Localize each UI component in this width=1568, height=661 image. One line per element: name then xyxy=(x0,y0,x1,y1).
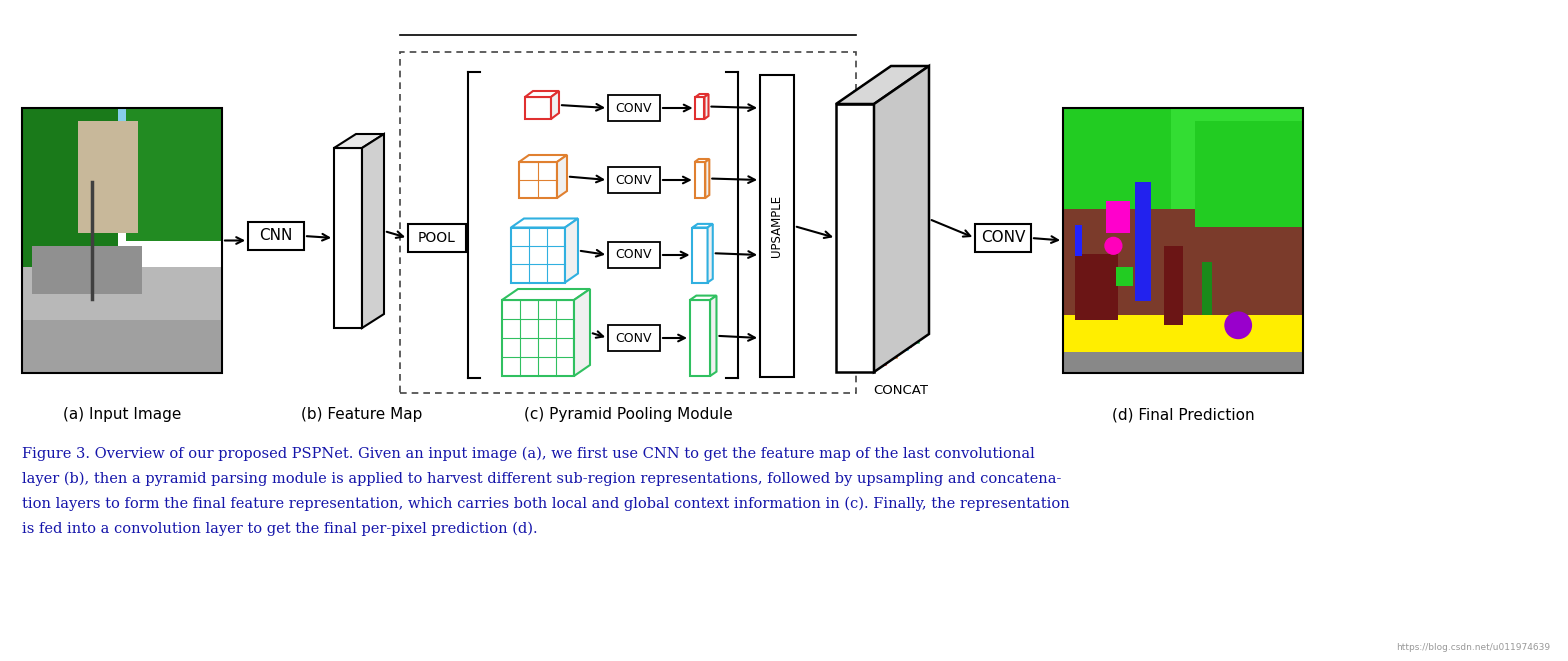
Bar xyxy=(22,267,223,373)
Polygon shape xyxy=(873,79,911,346)
Polygon shape xyxy=(707,224,713,282)
Bar xyxy=(1163,246,1182,325)
Circle shape xyxy=(1105,237,1121,254)
Bar xyxy=(1195,121,1303,227)
Polygon shape xyxy=(710,295,717,376)
Bar xyxy=(1076,225,1082,256)
Polygon shape xyxy=(502,289,590,300)
Bar xyxy=(22,320,223,373)
Polygon shape xyxy=(525,91,560,97)
Polygon shape xyxy=(519,162,557,198)
Text: POOL: POOL xyxy=(419,231,456,245)
Polygon shape xyxy=(695,162,706,198)
Bar xyxy=(22,108,118,272)
Polygon shape xyxy=(690,295,717,300)
Text: CONV: CONV xyxy=(982,231,1025,245)
Bar xyxy=(1063,315,1303,357)
Text: is fed into a convolution layer to get the final per-pixel prediction (d).: is fed into a convolution layer to get t… xyxy=(22,522,538,536)
Text: CNN: CNN xyxy=(259,229,293,243)
Text: CONCAT: CONCAT xyxy=(873,383,928,397)
Polygon shape xyxy=(334,148,362,328)
Bar xyxy=(22,108,223,209)
Polygon shape xyxy=(690,300,710,376)
Bar xyxy=(1105,201,1131,233)
Polygon shape xyxy=(693,224,713,227)
Polygon shape xyxy=(557,155,568,198)
Bar xyxy=(78,121,138,233)
Bar xyxy=(400,52,856,393)
Bar xyxy=(608,325,660,351)
Bar xyxy=(608,242,660,268)
Polygon shape xyxy=(704,94,709,119)
Polygon shape xyxy=(855,91,892,360)
Polygon shape xyxy=(525,97,550,119)
Text: CONV: CONV xyxy=(616,102,652,114)
Circle shape xyxy=(1225,312,1251,338)
Polygon shape xyxy=(845,98,883,366)
Bar xyxy=(608,167,660,193)
Bar xyxy=(248,222,304,250)
Bar xyxy=(1076,254,1118,320)
Text: CONV: CONV xyxy=(616,249,652,262)
Polygon shape xyxy=(836,66,928,104)
Text: layer (b), then a pyramid parsing module is applied to harvest different sub-reg: layer (b), then a pyramid parsing module… xyxy=(22,472,1062,486)
Text: CONV: CONV xyxy=(616,332,652,344)
Text: (c) Pyramid Pooling Module: (c) Pyramid Pooling Module xyxy=(524,407,732,422)
Bar xyxy=(408,224,466,252)
Polygon shape xyxy=(550,91,560,119)
Bar xyxy=(1063,209,1303,328)
Polygon shape xyxy=(695,159,709,162)
Bar xyxy=(1135,182,1151,301)
Text: UPSAMPLE: UPSAMPLE xyxy=(770,195,784,257)
Bar xyxy=(1203,262,1212,315)
Polygon shape xyxy=(519,155,568,162)
Bar xyxy=(31,246,143,293)
Bar xyxy=(1116,267,1132,286)
Text: Figure 3. Overview of our proposed PSPNet. Given an input image (a), we first us: Figure 3. Overview of our proposed PSPNe… xyxy=(22,447,1035,461)
Polygon shape xyxy=(574,289,590,376)
Polygon shape xyxy=(693,227,707,282)
Bar xyxy=(975,224,1032,252)
Polygon shape xyxy=(511,219,579,227)
Polygon shape xyxy=(362,134,384,328)
Polygon shape xyxy=(502,300,574,376)
Text: (d) Final Prediction: (d) Final Prediction xyxy=(1112,407,1254,422)
Polygon shape xyxy=(564,219,579,282)
Text: tion layers to form the final feature representation, which carries both local a: tion layers to form the final feature re… xyxy=(22,497,1069,512)
Polygon shape xyxy=(334,134,384,148)
Polygon shape xyxy=(696,97,704,119)
Polygon shape xyxy=(511,227,564,282)
Bar xyxy=(1063,352,1303,373)
Bar xyxy=(760,75,793,377)
Bar xyxy=(1063,108,1171,227)
Bar xyxy=(1063,108,1303,373)
Bar xyxy=(1171,108,1303,219)
Polygon shape xyxy=(836,104,873,372)
Polygon shape xyxy=(881,72,920,340)
Bar xyxy=(125,108,223,241)
Text: CONV: CONV xyxy=(616,173,652,186)
Text: https://blog.csdn.net/u011974639: https://blog.csdn.net/u011974639 xyxy=(1396,643,1551,652)
Text: (a) Input Image: (a) Input Image xyxy=(63,407,182,422)
Polygon shape xyxy=(873,66,928,372)
Polygon shape xyxy=(864,85,902,353)
Polygon shape xyxy=(696,94,709,97)
Polygon shape xyxy=(706,159,709,198)
Text: (b) Feature Map: (b) Feature Map xyxy=(301,407,423,422)
Bar xyxy=(608,95,660,121)
Bar xyxy=(22,108,223,373)
